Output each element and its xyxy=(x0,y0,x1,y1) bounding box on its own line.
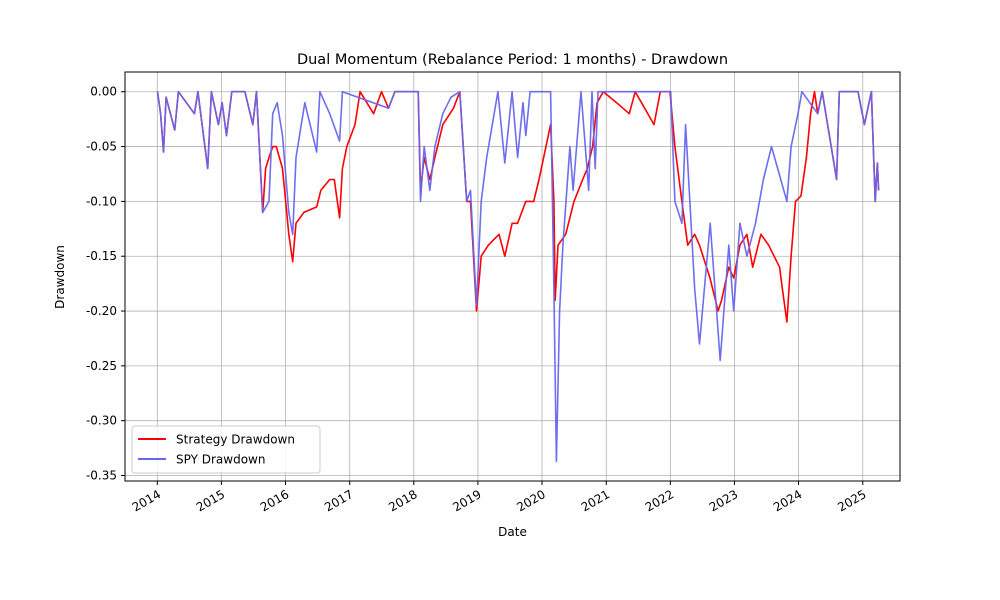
legend-label-strategy: Strategy Drawdown xyxy=(176,433,295,447)
y-axis-ticks: 0.00 -0.05 -0.10 -0.15 -0.20 -0.25 -0.30 -0.35 xyxy=(86,85,125,483)
series-lines xyxy=(156,90,880,463)
legend: Strategy Drawdown SPY Drawdown xyxy=(131,425,321,474)
y-tick-label: -0.30 xyxy=(86,414,117,428)
x-axis-label: Date xyxy=(498,525,527,539)
y-tick-label: -0.05 xyxy=(86,140,117,154)
y-tick-label: -0.25 xyxy=(86,359,117,373)
y-tick-label: 0.00 xyxy=(90,85,117,99)
y-tick-label: -0.15 xyxy=(86,249,117,263)
y-axis-label: Drawdown xyxy=(53,245,67,309)
y-tick-label: -0.10 xyxy=(86,194,117,208)
y-tick-label: -0.20 xyxy=(86,304,117,318)
legend-label-spy: SPY Drawdown xyxy=(176,453,265,467)
strategy-drawdown-line xyxy=(156,90,880,323)
chart-title: Dual Momentum (Rebalance Period: 1 month… xyxy=(297,52,728,68)
legend-box xyxy=(131,425,321,474)
y-tick-label: -0.35 xyxy=(86,469,117,483)
spy-drawdown-line xyxy=(156,90,880,463)
plot-frame xyxy=(124,71,901,482)
